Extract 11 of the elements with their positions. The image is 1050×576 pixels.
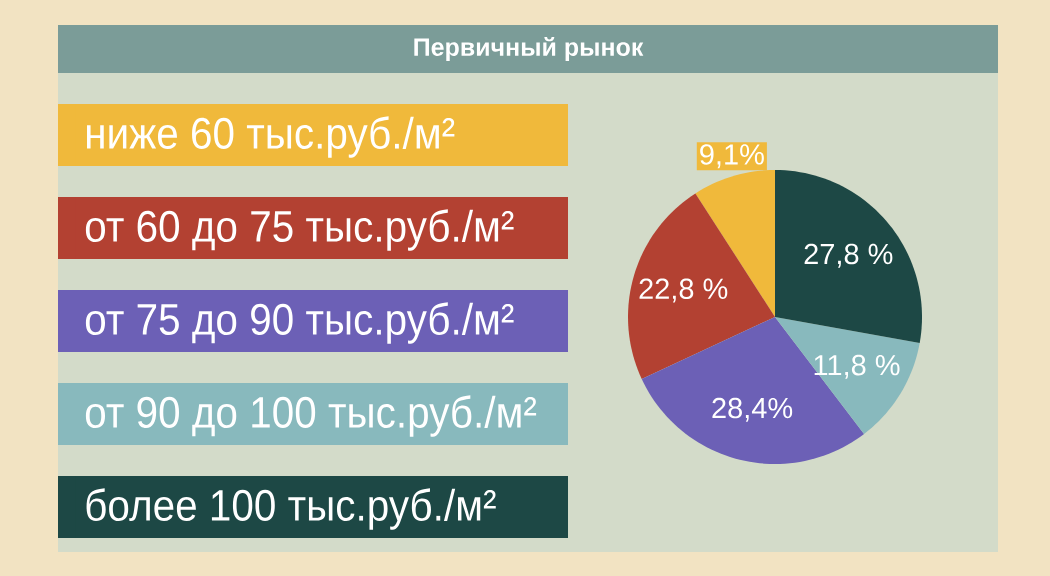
legend-label: от 75 до 90 тыс.руб./м² bbox=[85, 302, 514, 344]
data-label: 9,1% bbox=[700, 144, 764, 169]
legend-label: ниже 60 тыс.руб./м² bbox=[87, 116, 455, 158]
legend-label: от 60 до 75 тыс.руб./м² bbox=[85, 209, 514, 251]
data-label: 11,8 % bbox=[814, 354, 900, 379]
data-label: 28,4% bbox=[712, 397, 793, 422]
data-label: 22,8 % bbox=[639, 278, 728, 303]
legend-label: более 100 тыс.руб./м² bbox=[86, 488, 496, 530]
data-label: 27,8 % bbox=[804, 243, 893, 268]
chart-title: Первичный рынок bbox=[414, 37, 644, 61]
legend-label: от 90 до 100 тыс.руб./м² bbox=[85, 395, 537, 437]
